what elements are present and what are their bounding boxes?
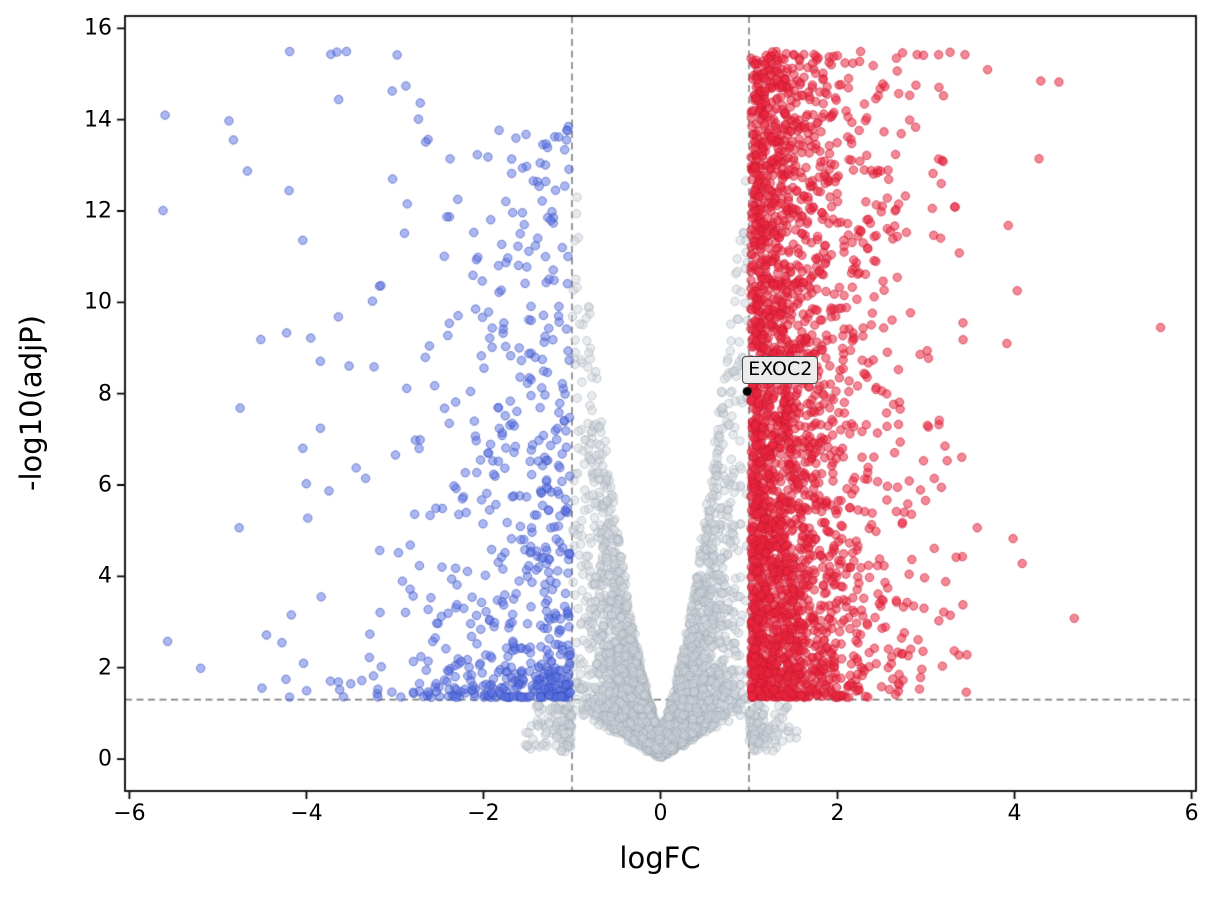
y-tick-label: 4 [98, 563, 112, 589]
x-axis-label: logFC [619, 841, 701, 875]
y-tick-label: 6 [98, 472, 112, 498]
y-tick-label: 10 [84, 289, 112, 315]
y-tick-label: 0 [98, 746, 112, 772]
x-tick-label: 4 [1007, 801, 1022, 826]
y-tick-label: 12 [84, 198, 112, 224]
x-tick-label: −6 [113, 801, 146, 826]
x-tick-label: −2 [467, 801, 500, 826]
x-tick-label: 2 [830, 801, 845, 826]
y-axis-label: -log10(adjP) [14, 315, 48, 491]
y-tick-label: 2 [98, 655, 112, 681]
annotation-label-exoc2: EXOC2 [742, 356, 819, 385]
x-tick-label: 0 [653, 801, 668, 826]
x-tick-label: 6 [1184, 801, 1199, 826]
x-tick-label: −4 [290, 801, 323, 826]
y-tick-label: 8 [98, 381, 112, 407]
y-tick-label: 14 [84, 107, 112, 133]
y-tick-label: 16 [84, 15, 112, 41]
